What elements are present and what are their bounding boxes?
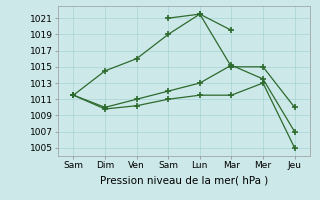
X-axis label: Pression niveau de la mer( hPa ): Pression niveau de la mer( hPa ) bbox=[100, 175, 268, 185]
